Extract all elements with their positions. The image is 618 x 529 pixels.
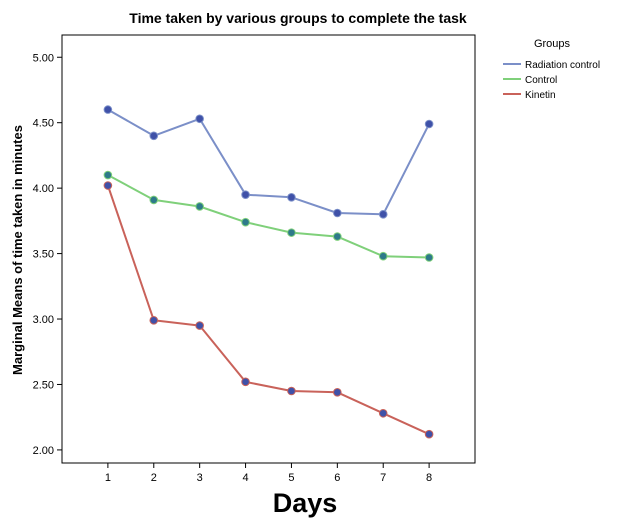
series-line: [107, 108, 430, 216]
data-point: [378, 210, 388, 219]
y-tick-label: 2.00: [33, 445, 54, 457]
data-point: [241, 377, 250, 387]
x-tick-label: 8: [426, 472, 432, 484]
x-tick-label: 4: [242, 472, 248, 484]
data-point: [103, 181, 113, 190]
data-point: [241, 217, 250, 227]
data-point: [378, 408, 388, 418]
y-tick-label: 4.00: [33, 183, 54, 195]
y-tick-label: 3.00: [33, 314, 54, 326]
data-point: [195, 202, 204, 211]
legend-label: Kinetin: [525, 90, 556, 101]
data-point: [378, 251, 388, 261]
data-point: [333, 232, 342, 241]
data-point: [195, 321, 204, 330]
x-tick-label: 5: [288, 472, 294, 484]
data-point: [149, 316, 159, 325]
legend-label: Radiation control: [525, 60, 600, 71]
chart-title: Time taken by various groups to complete…: [129, 10, 467, 26]
data-point: [149, 131, 159, 141]
data-point: [195, 114, 204, 124]
data-point: [424, 253, 434, 262]
x-tick-label: 2: [151, 472, 157, 484]
y-tick-label: 3.50: [33, 249, 54, 261]
data-point: [149, 195, 159, 205]
data-point: [424, 119, 434, 129]
data-point: [287, 228, 296, 237]
data-point: [287, 192, 296, 202]
data-point: [287, 386, 296, 396]
data-point: [333, 388, 342, 397]
data-point: [241, 190, 250, 199]
x-tick-label: 1: [105, 472, 111, 484]
y-tick-label: 4.50: [33, 118, 54, 130]
y-tick-label: 2.50: [33, 379, 54, 391]
legend: Groups Radiation control Control Kinetin: [503, 38, 600, 101]
data-point: [424, 429, 434, 439]
series-line: [106, 185, 430, 436]
x-axis: 1 2 3 4 5 6 7 8: [105, 463, 432, 484]
legend-title: Groups: [534, 38, 571, 50]
x-tick-label: 7: [380, 472, 386, 484]
series-layer: [103, 105, 434, 439]
x-axis-label: Days: [273, 488, 338, 518]
data-point: [103, 105, 113, 114]
x-tick-label: 6: [334, 472, 340, 484]
plot-frame: [61, 34, 476, 464]
y-tick-label: 5.00: [33, 52, 54, 64]
y-axis: 2.00 2.50 3.00 3.50 4.00 4.50 5.00: [33, 52, 62, 457]
data-point: [333, 208, 342, 218]
legend-label: Control: [525, 75, 557, 86]
x-tick-label: 3: [197, 472, 203, 484]
y-axis-label: Marginal Means of time taken in minutes: [10, 125, 25, 375]
series-line: [107, 174, 430, 259]
data-point: [103, 170, 113, 180]
